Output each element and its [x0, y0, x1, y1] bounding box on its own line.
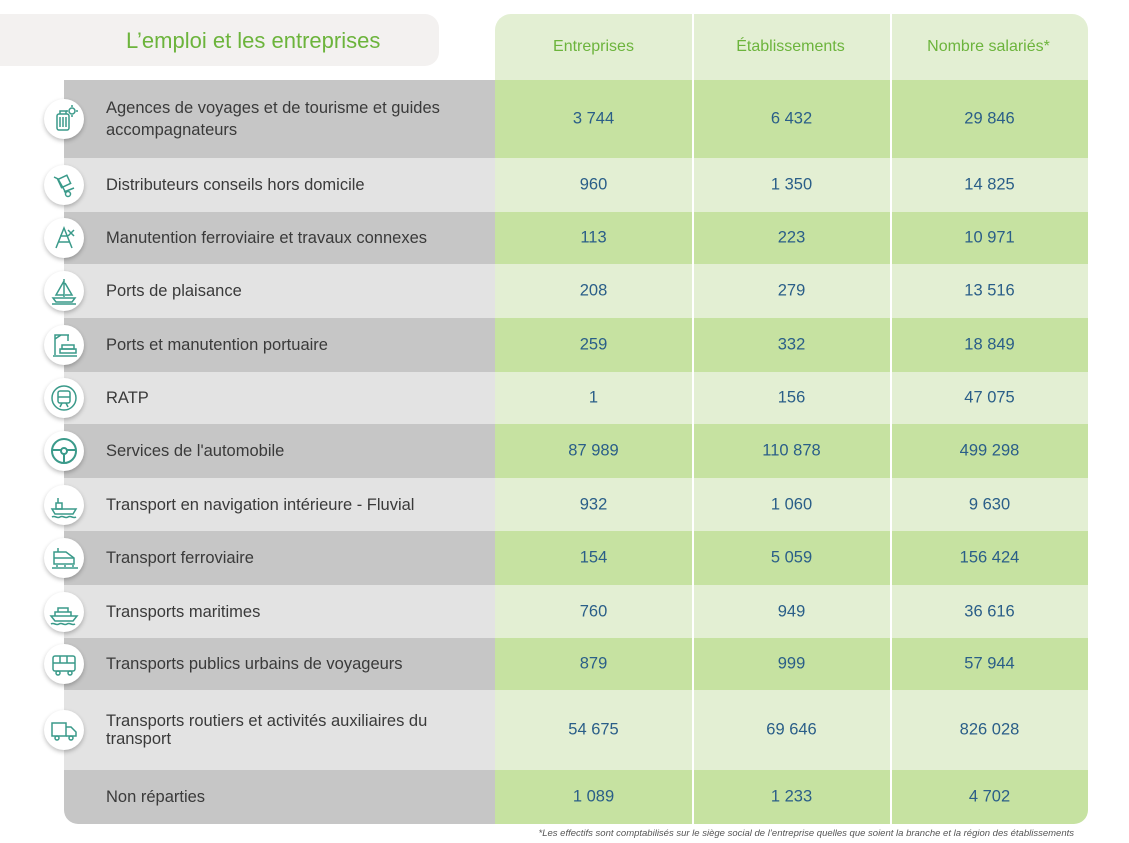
cell-etablissements: 1 350: [770, 175, 813, 194]
table-row: Transport ferroviaire 154 5 059 156 424: [44, 531, 1088, 585]
cell-salaries: 36 616: [964, 602, 1015, 620]
cell-etablissements: 69 646: [766, 720, 817, 739]
table-row: Transports publics urbains de voyageurs …: [44, 638, 1088, 690]
table-row: Transports routiers et activités auxilia…: [44, 690, 1088, 770]
cell-salaries: 18 849: [964, 335, 1015, 354]
page-title: L’emploi et les entreprises: [126, 28, 381, 53]
cell-etablissements: 949: [777, 602, 806, 620]
column-header-band: [495, 14, 1088, 80]
luggage-sun-icon: [44, 99, 84, 139]
cell-salaries: 13 516: [964, 281, 1015, 300]
row-label: Ports et manutention portuaire: [106, 336, 328, 354]
row-label: Manutention ferroviaire et travaux conne…: [106, 229, 428, 247]
row-label: Distributeurs conseils hors domicile: [106, 176, 365, 194]
cell-entreprises: 1: [588, 388, 599, 407]
row-label: Transport en navigation intérieure - Flu…: [106, 495, 415, 514]
port-crane-icon: [44, 325, 84, 365]
rail-tools-icon: [44, 218, 84, 258]
cell-etablissements: 999: [777, 654, 806, 673]
column-header-salaries: Nombre salariés*: [927, 38, 1050, 55]
cell-entreprises: 87 989: [568, 441, 619, 460]
ship-icon: [44, 591, 84, 632]
hand-truck-icon: [44, 165, 84, 205]
cell-entreprises: 960: [579, 175, 608, 194]
cell-salaries: 57 944: [964, 654, 1015, 673]
cell-salaries: 47 075: [964, 388, 1015, 407]
table-row: RATP 1 156 47 075: [44, 372, 1088, 424]
table-row: Ports de plaisance 208 279 13 516: [44, 264, 1088, 318]
table-row: Distributeurs conseils hors domicile 960…: [44, 158, 1088, 212]
cell-etablissements: 279: [777, 281, 806, 300]
cell-etablissements: 223: [777, 228, 806, 247]
cell-salaries: 14 825: [964, 175, 1015, 194]
title-box: [0, 14, 439, 66]
column-divider: [692, 14, 694, 824]
cell-etablissements: 5 059: [770, 548, 813, 567]
cell-salaries: 9 630: [968, 495, 1011, 513]
cell-salaries: 156 424: [959, 548, 1020, 567]
cell-salaries: 4 702: [968, 787, 1011, 806]
cell-etablissements: 110 878: [762, 441, 821, 460]
column-divider: [890, 14, 892, 824]
table-row: Manutention ferroviaire et travaux conne…: [44, 212, 1088, 264]
barge-icon: [44, 484, 84, 525]
row-label: Transport ferroviaire: [106, 549, 254, 567]
cell-etablissements: 1 060: [770, 495, 813, 513]
row-label: Ports de plaisance: [106, 282, 242, 300]
cell-salaries: 10 971: [964, 228, 1015, 247]
cell-entreprises: 154: [579, 548, 608, 567]
footnote: *Les effectifs sont comptabilisés sur le…: [538, 828, 1074, 839]
cell-etablissements: 1 233: [770, 787, 813, 806]
row-label: RATP: [106, 389, 149, 407]
cell-salaries: 826 028: [959, 720, 1020, 739]
cell-entreprises: 760: [579, 602, 608, 620]
cell-entreprises: 54 675: [568, 720, 619, 739]
cell-entreprises: 879: [579, 654, 608, 673]
row-label: Agences de voyages et de tourisme et gui…: [106, 99, 440, 139]
cell-entreprises: 259: [579, 335, 608, 354]
train-icon: [44, 538, 84, 578]
cell-entreprises: 208: [579, 281, 608, 300]
sailboat-icon: [44, 271, 84, 311]
cell-entreprises: 3 744: [572, 109, 615, 128]
cell-etablissements: 156: [777, 388, 806, 407]
cell-etablissements: 332: [777, 335, 806, 354]
truck-icon: [44, 710, 84, 750]
table-row: Services de l'automobile 87 989 110 878 …: [44, 424, 1088, 478]
cell-entreprises: 1 089: [572, 787, 615, 806]
table-row: Agences de voyages et de tourisme et gui…: [44, 80, 1088, 158]
steering-wheel-icon: [44, 431, 84, 471]
table-row: Ports et manutention portuaire 259 332 1…: [44, 318, 1088, 372]
row-label: Services de l'automobile: [106, 442, 285, 460]
cell-etablissements: 6 432: [770, 109, 813, 128]
table-row: Non réparties 1 089 1 233 4 702: [64, 770, 1088, 824]
table-row: Transport en navigation intérieure - Flu…: [44, 478, 1088, 531]
row-label: Transports publics urbains de voyageurs: [106, 655, 403, 673]
metro-train-icon: [44, 378, 84, 418]
cell-salaries: 499 298: [959, 441, 1020, 460]
row-label: Non réparties: [106, 788, 206, 806]
column-header-entreprises: Entreprises: [553, 38, 634, 55]
bus-icon: [44, 644, 84, 684]
table-row: Transports maritimes 760 949 36 616: [44, 585, 1088, 638]
cell-salaries: 29 846: [964, 109, 1015, 128]
cell-entreprises: 113: [580, 228, 607, 247]
row-label: Transports maritimes: [106, 602, 261, 621]
column-header-etablissements: Établissements: [736, 38, 845, 55]
cell-entreprises: 932: [579, 495, 608, 513]
row-label: Transports routiers et activités auxilia…: [106, 712, 428, 748]
